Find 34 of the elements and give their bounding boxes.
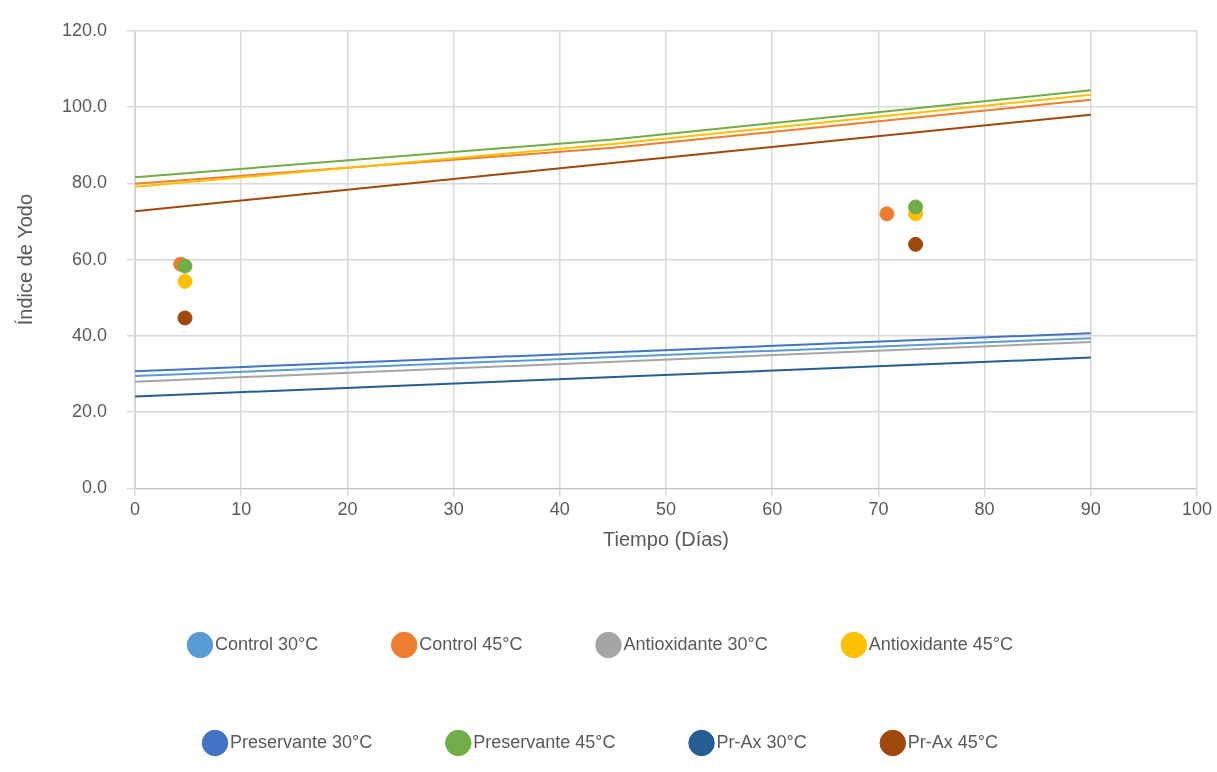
legend-label: Pr-Ax 45°C [907,731,998,752]
x-tick-label: 90 [1080,499,1101,520]
y-tick-label: 100.0 [62,96,108,117]
y-axis-title: Índice de Yodo [13,193,36,326]
x-tick-label: 70 [868,499,889,520]
x-tick-label: 60 [762,499,783,520]
legend-label: Preservante 45°C [473,731,616,752]
legend-label: Pr-Ax 30°C [716,731,807,752]
x-tick-label: 100 [1181,499,1213,520]
x-tick-label: 80 [974,499,995,520]
legend-label: Antioxidante 30°C [623,633,768,654]
point [177,258,193,274]
legend-label: Control 30°C [214,633,319,654]
x-tick-label: 10 [231,499,252,520]
x-tick-label: 40 [549,499,570,520]
y-tick-label: 60.0 [72,248,108,269]
point [879,206,895,222]
y-tick-label: 20.0 [72,401,108,422]
y-tick-label: 80.0 [72,172,108,193]
x-tick-label: 30 [443,499,464,520]
x-axis-title: Tiempo (Días) [603,527,729,550]
y-tick-label: 40.0 [72,324,108,345]
y-tick-label: 0.0 [82,477,108,498]
x-tick-label: 50 [656,499,677,520]
legend-label: Preservante 30°C [230,731,373,752]
point [908,236,924,252]
point [908,199,924,215]
y-tick-label: 120.0 [62,19,108,40]
legend-label: Antioxidante 45°C [868,633,1014,654]
point [177,273,193,289]
x-tick-label: 0 [130,499,141,520]
point [177,310,193,326]
legend-label: Control 45°C [419,633,523,654]
x-tick-label: 20 [337,499,358,520]
